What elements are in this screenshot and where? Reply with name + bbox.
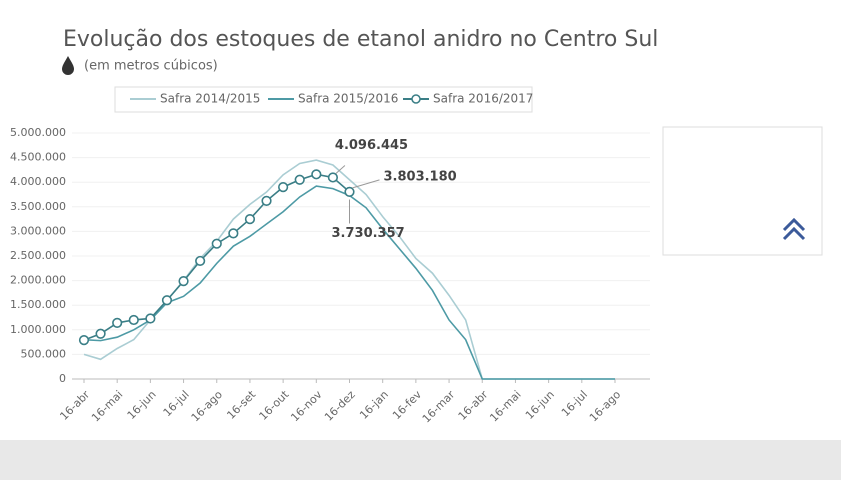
chart-subtitle: (em metros cúbicos) [84,59,218,74]
footer-band [0,440,841,480]
legend-box [114,86,533,113]
data-point [161,295,173,306]
y-tick-label: 3.500.000 [10,200,66,213]
legend-marker [411,94,421,104]
data-point [311,169,322,180]
label-leader [352,179,380,189]
chart-title: Evolução dos estoques de etanol anidro n… [63,27,658,52]
y-tick-label: 5.000.000 [10,126,66,139]
chevron-up-icon [782,217,806,241]
data-label: 3.730.357 [332,226,405,241]
data-label: 3.803.180 [384,169,457,184]
data-point [78,335,90,346]
data-point [112,317,123,329]
data-point [228,228,239,239]
legend-label: Safra 2015/2016 [298,92,398,106]
data-point [294,174,305,185]
data-point [244,214,256,225]
data-point [195,255,206,267]
data-point [327,172,339,183]
data-point [278,182,289,193]
data-point [178,275,189,287]
data-point [261,195,272,206]
y-tick-label: 0 [59,372,66,385]
data-point [128,314,139,326]
drop-icon [62,56,74,75]
label-leader [335,165,346,174]
y-tick-label: 1.000.000 [10,323,66,336]
data-point [95,328,106,339]
comparison-box [662,126,823,256]
y-tick-label: 2.000.000 [10,274,66,287]
y-tick-label: 2.500.000 [10,249,66,262]
data-point [145,313,156,324]
data-point [211,238,222,249]
data-point [344,186,355,197]
y-tick-label: 1.500.000 [10,298,66,311]
y-tick-label: 500.000 [21,347,67,360]
y-tick-label: 4.000.000 [10,175,66,188]
legend-label: Safra 2014/2015 [160,92,260,106]
data-label: 4.096.445 [335,138,408,153]
y-tick-label: 4.500.000 [10,151,66,164]
legend-label: Safra 2016/2017 [433,92,533,106]
y-tick-label: 3.000.000 [10,224,66,237]
